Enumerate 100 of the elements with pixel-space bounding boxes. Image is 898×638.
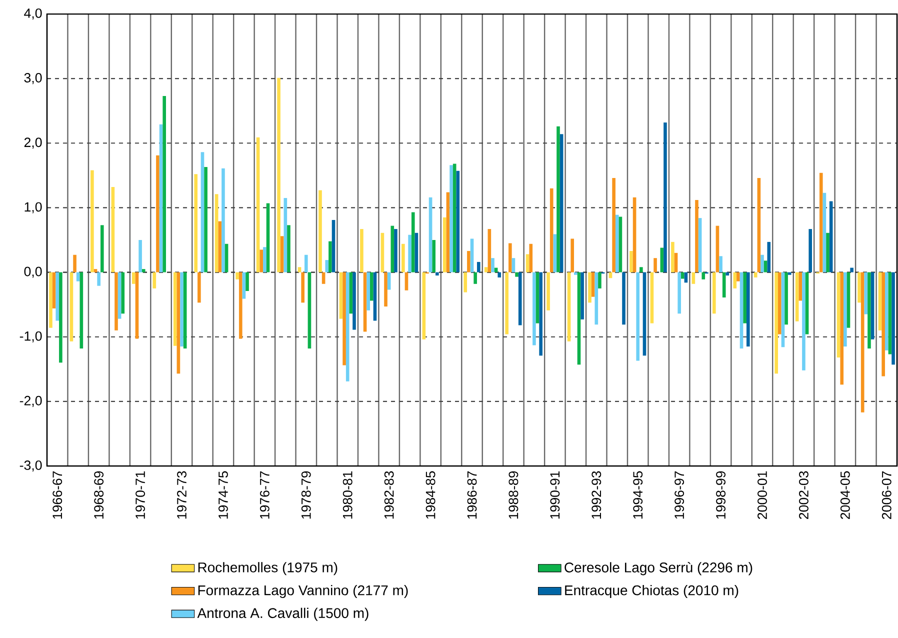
bar <box>836 272 840 358</box>
bar <box>736 272 740 282</box>
bar <box>214 194 218 272</box>
bar <box>325 260 329 272</box>
x-tick-label: 1992-93 <box>592 471 602 519</box>
bar <box>529 244 533 272</box>
bar <box>654 258 657 272</box>
bar <box>452 164 456 272</box>
bar <box>470 238 474 272</box>
bar <box>784 272 788 325</box>
bar <box>553 234 557 272</box>
bar <box>402 244 405 272</box>
bar <box>550 188 554 272</box>
bar <box>352 272 356 330</box>
x-tick-label: 1966-67 <box>52 471 62 519</box>
bar <box>156 155 160 272</box>
bar <box>456 170 460 272</box>
bar <box>505 272 508 334</box>
x-tick-label: 1988-89 <box>508 471 518 519</box>
bar <box>301 272 304 303</box>
bar <box>798 272 802 301</box>
bar <box>94 269 98 272</box>
bar <box>322 272 326 284</box>
bar <box>556 126 560 272</box>
bar <box>781 272 785 348</box>
bar <box>822 192 826 272</box>
bar <box>373 272 377 321</box>
x-tick-label: 1994-95 <box>633 471 643 519</box>
bar <box>414 232 418 272</box>
bar <box>328 241 332 272</box>
bar <box>180 272 184 347</box>
bar <box>224 244 228 272</box>
bar <box>363 272 367 332</box>
bar <box>159 124 163 272</box>
legend-label: Entracque Chiotas (2010 m) <box>565 584 738 598</box>
bar <box>80 272 84 348</box>
bar <box>664 122 667 272</box>
bar <box>829 201 833 272</box>
bar <box>733 272 737 288</box>
bar <box>339 272 343 319</box>
bar <box>808 229 812 272</box>
bar <box>287 225 290 272</box>
bar <box>819 172 823 272</box>
bar <box>488 229 492 272</box>
bar <box>754 272 758 278</box>
x-tick-label: 1978-79 <box>301 471 311 519</box>
bar <box>49 272 52 328</box>
bar <box>97 272 100 286</box>
legend-label: Formazza Lago Vannino (2177 m) <box>198 584 408 598</box>
bar <box>256 137 260 272</box>
bar <box>746 272 750 347</box>
bar <box>218 221 222 272</box>
bar <box>111 187 115 272</box>
bar <box>280 236 284 272</box>
x-tick-label: 1968-69 <box>94 471 104 519</box>
bar <box>298 267 302 272</box>
bar <box>360 229 364 272</box>
bar <box>743 272 746 324</box>
bar <box>121 272 125 314</box>
bar <box>450 165 453 272</box>
bar <box>884 272 888 350</box>
bar <box>622 272 626 325</box>
bar <box>826 232 830 272</box>
legend-label: Rochemolles (1975 m) <box>198 562 338 576</box>
bar <box>332 220 336 272</box>
bar <box>678 272 681 314</box>
bar <box>882 272 885 376</box>
x-tick-label: 1982-83 <box>384 471 394 519</box>
bar <box>858 272 861 303</box>
bar <box>757 178 761 272</box>
bar <box>436 272 439 276</box>
bar <box>152 272 156 288</box>
bar <box>805 272 809 334</box>
bar <box>277 78 280 272</box>
bar <box>764 260 768 272</box>
bar <box>484 267 488 272</box>
bar <box>591 272 595 297</box>
x-tick-label: 2000-01 <box>758 471 767 519</box>
bar <box>411 212 415 272</box>
bar <box>515 272 518 277</box>
bar <box>630 250 633 272</box>
bar <box>491 258 494 272</box>
bar <box>671 242 674 272</box>
bar <box>346 272 350 382</box>
bar <box>864 272 868 314</box>
bar <box>767 242 771 272</box>
x-tick-label: 1972-73 <box>177 471 186 519</box>
bar <box>118 272 122 319</box>
bar <box>266 203 270 272</box>
bar <box>636 272 640 361</box>
bar <box>892 272 895 365</box>
bar <box>366 272 370 310</box>
bar <box>246 272 249 292</box>
bar <box>546 272 550 310</box>
bar <box>660 248 664 272</box>
bar <box>304 254 308 272</box>
bar <box>716 226 720 272</box>
bar <box>698 218 702 272</box>
bar <box>73 254 76 272</box>
bar <box>173 272 177 346</box>
